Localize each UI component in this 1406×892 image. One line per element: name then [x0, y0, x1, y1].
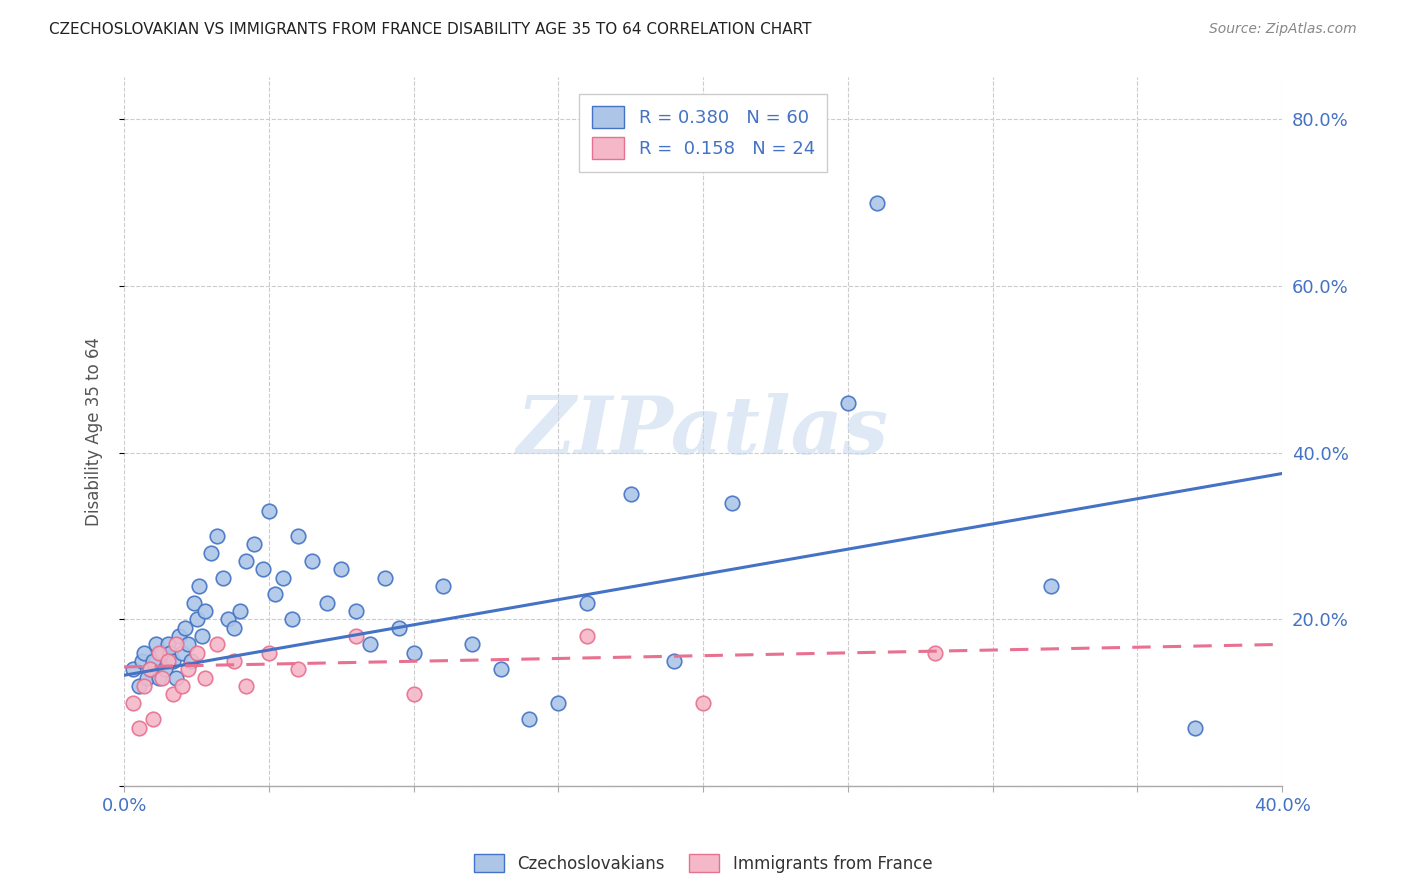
Point: [344, 604, 367, 618]
Point: [139, 662, 162, 676]
Point: [121, 696, 143, 710]
Point: [235, 554, 257, 568]
Point: [273, 571, 295, 585]
Point: [224, 621, 246, 635]
Point: [235, 679, 257, 693]
Point: [519, 713, 541, 727]
Point: [402, 688, 425, 702]
Point: [924, 646, 946, 660]
Point: [211, 571, 233, 585]
Point: [194, 604, 217, 618]
Point: [170, 679, 193, 693]
Point: [217, 612, 239, 626]
Text: ZIPatlas: ZIPatlas: [517, 393, 889, 471]
Point: [620, 487, 643, 501]
Point: [243, 537, 266, 551]
Point: [257, 646, 280, 660]
Point: [167, 629, 190, 643]
Point: [145, 637, 167, 651]
Point: [229, 604, 252, 618]
Point: [315, 596, 337, 610]
Point: [148, 646, 170, 660]
Point: [121, 662, 143, 676]
Point: [205, 529, 228, 543]
Point: [1184, 721, 1206, 735]
Point: [150, 671, 173, 685]
Point: [252, 562, 274, 576]
Point: [374, 571, 396, 585]
Point: [721, 496, 744, 510]
Point: [866, 195, 889, 210]
Point: [174, 621, 197, 635]
Text: Source: ZipAtlas.com: Source: ZipAtlas.com: [1209, 22, 1357, 37]
Point: [142, 713, 165, 727]
Point: [188, 579, 211, 593]
Point: [330, 562, 353, 576]
Point: [692, 696, 714, 710]
Legend: Czechoslovakians, Immigrants from France: Czechoslovakians, Immigrants from France: [467, 847, 939, 880]
Point: [136, 671, 159, 685]
Point: [359, 637, 381, 651]
Point: [460, 637, 482, 651]
Point: [177, 662, 200, 676]
Point: [664, 654, 686, 668]
Point: [388, 621, 411, 635]
Point: [1039, 579, 1062, 593]
Point: [134, 679, 156, 693]
Point: [191, 629, 214, 643]
Point: [301, 554, 323, 568]
Point: [186, 646, 208, 660]
Point: [153, 662, 176, 676]
Point: [837, 395, 859, 409]
Point: [576, 629, 599, 643]
Point: [489, 662, 512, 676]
Point: [139, 662, 162, 676]
Point: [177, 637, 200, 651]
Point: [194, 671, 217, 685]
Point: [128, 679, 150, 693]
Point: [159, 646, 181, 660]
Point: [205, 637, 228, 651]
Point: [287, 529, 309, 543]
Point: [576, 596, 599, 610]
Point: [547, 696, 569, 710]
Point: [180, 654, 202, 668]
Point: [165, 637, 187, 651]
Point: [257, 504, 280, 518]
Point: [150, 646, 173, 660]
Point: [170, 646, 193, 660]
Point: [186, 612, 208, 626]
Point: [162, 688, 184, 702]
Point: [142, 654, 165, 668]
Point: [148, 671, 170, 685]
Point: [263, 587, 285, 601]
Point: [402, 646, 425, 660]
Point: [131, 654, 153, 668]
Point: [183, 596, 205, 610]
Text: CZECHOSLOVAKIAN VS IMMIGRANTS FROM FRANCE DISABILITY AGE 35 TO 64 CORRELATION CH: CZECHOSLOVAKIAN VS IMMIGRANTS FROM FRANC…: [49, 22, 811, 37]
Point: [224, 654, 246, 668]
Point: [281, 612, 304, 626]
Legend: R = 0.380   N = 60, R =  0.158   N = 24: R = 0.380 N = 60, R = 0.158 N = 24: [579, 94, 827, 172]
Y-axis label: Disability Age 35 to 64: Disability Age 35 to 64: [86, 337, 103, 526]
Point: [156, 637, 179, 651]
Point: [156, 654, 179, 668]
Point: [134, 646, 156, 660]
Point: [165, 671, 187, 685]
Point: [432, 579, 454, 593]
Point: [162, 654, 184, 668]
Point: [128, 721, 150, 735]
Point: [287, 662, 309, 676]
Point: [200, 546, 222, 560]
Point: [344, 629, 367, 643]
